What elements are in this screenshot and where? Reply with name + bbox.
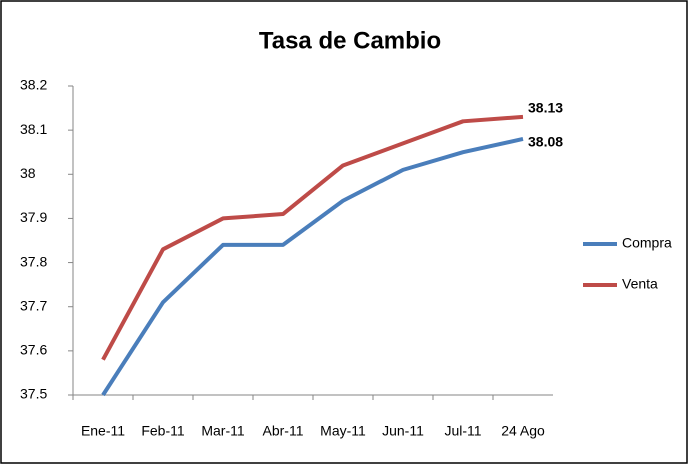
series-line bbox=[101, 114, 524, 361]
y-tick-label: 37.7 bbox=[20, 297, 47, 313]
y-tick-label: 37.6 bbox=[20, 342, 47, 358]
x-tick-label: May-11 bbox=[320, 423, 366, 439]
y-tick-label: 37.8 bbox=[20, 253, 47, 269]
x-tick-label: Jul-11 bbox=[444, 423, 481, 439]
data-label: 38.08 bbox=[528, 134, 563, 150]
x-tick-label: Ene-11 bbox=[81, 423, 125, 439]
y-tick-label: 38.1 bbox=[20, 121, 47, 137]
y-tick-label: 38.2 bbox=[20, 77, 47, 93]
x-tick-label: Mar-11 bbox=[201, 423, 245, 439]
chart-title: Tasa de Cambio bbox=[259, 27, 441, 54]
x-tick-label: Abr-11 bbox=[263, 423, 304, 439]
y-tick-label: 38 bbox=[20, 165, 36, 181]
series-line bbox=[101, 137, 524, 397]
data-label: 38.13 bbox=[528, 100, 563, 116]
y-tick-label: 37.5 bbox=[20, 386, 47, 402]
y-tick-label: 37.9 bbox=[20, 209, 47, 225]
legend-label: Compra bbox=[622, 235, 672, 251]
x-tick-label: 24 Ago bbox=[501, 423, 545, 439]
x-tick-label: Jun-11 bbox=[382, 423, 424, 439]
legend-label: Venta bbox=[622, 276, 658, 292]
x-tick-label: Feb-11 bbox=[141, 423, 185, 439]
